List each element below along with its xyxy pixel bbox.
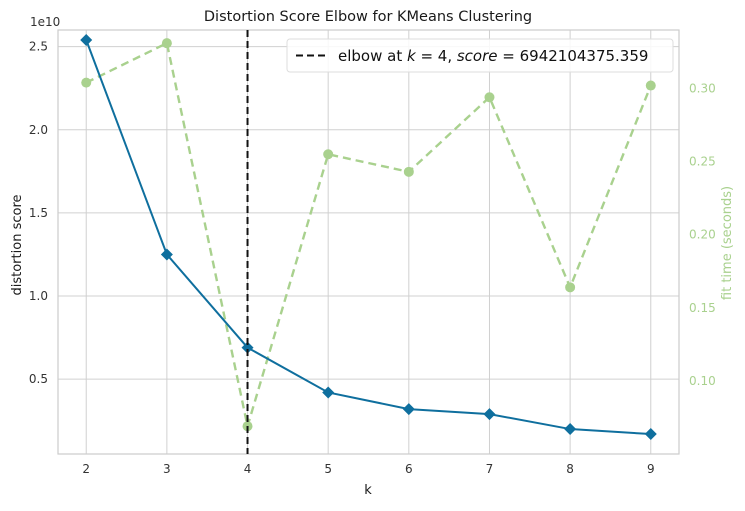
x-tick-label: 2 [82, 462, 90, 476]
distortion-point [241, 341, 254, 354]
x-axis-label: k [364, 483, 372, 498]
legend-label: elbow at k = 4, score = 6942104375.359 [338, 47, 648, 65]
distortion-point [644, 428, 657, 441]
fit-time-point [645, 80, 656, 91]
x-tick-label: 4 [244, 462, 252, 476]
x-tick-label: 3 [163, 462, 171, 476]
distortion-point [402, 403, 415, 416]
x-tick-label: 8 [566, 462, 574, 476]
distortion-point [483, 408, 496, 421]
fit-time-point [484, 92, 495, 103]
distortion-point [160, 248, 173, 261]
fit-time-point [565, 282, 576, 293]
y2-tick-label: 0.20 [689, 228, 716, 242]
fit-time-point [161, 38, 172, 49]
y2-tick-label: 0.25 [689, 155, 716, 169]
fit-time-series [81, 38, 656, 432]
plot-background [58, 30, 679, 454]
distortion-point [564, 423, 577, 436]
y-axis-label: distortion score [10, 195, 25, 296]
fit-time-point [323, 149, 334, 160]
fit-time-point [81, 77, 92, 88]
plot-frame [57, 29, 680, 455]
axes: 2 3 4 5 6 7 8 9 0.5 1.0 1.5 2.0 2.5 0.10 0.15 0.20 0.25 0… [29, 29, 716, 476]
y-tick-label: 2.5 [29, 40, 48, 54]
distortion-point [322, 386, 335, 399]
legend-label-part: k [407, 47, 417, 65]
distortion-line [85, 39, 651, 436]
distortion-point [80, 33, 93, 46]
y-tick-label: 1.0 [29, 289, 48, 303]
x-tick-label: 5 [324, 462, 332, 476]
y2-tick-label: 0.10 [689, 374, 716, 388]
legend: elbow at k = 4, score = 6942104375.359 [286, 38, 674, 73]
fit-time-line [85, 41, 652, 427]
legend-label-part: = 4, [416, 47, 457, 65]
y2-tick-label: 0.15 [689, 301, 716, 315]
chart-title: Distortion Score Elbow for KMeans Cluste… [204, 9, 532, 25]
x-tick-label: 7 [486, 462, 494, 476]
x-tick-label: 6 [405, 462, 413, 476]
y2-axis-label: fit time (seconds) [720, 186, 735, 300]
y-axis-offset-text: 1e10 [30, 15, 60, 29]
x-tick-label: 9 [647, 462, 655, 476]
legend-label-part: score [457, 47, 498, 65]
legend-label-part: = 6942104375.359 [498, 47, 649, 65]
legend-box [286, 38, 674, 73]
y-tick-label: 2.0 [29, 123, 48, 137]
fit-time-point [403, 166, 414, 177]
distortion-series [80, 33, 657, 441]
legend-label-part: elbow at [338, 47, 407, 65]
y-tick-label: 0.5 [29, 372, 48, 386]
y2-tick-label: 0.30 [689, 81, 716, 95]
y-tick-label: 1.5 [29, 206, 48, 220]
